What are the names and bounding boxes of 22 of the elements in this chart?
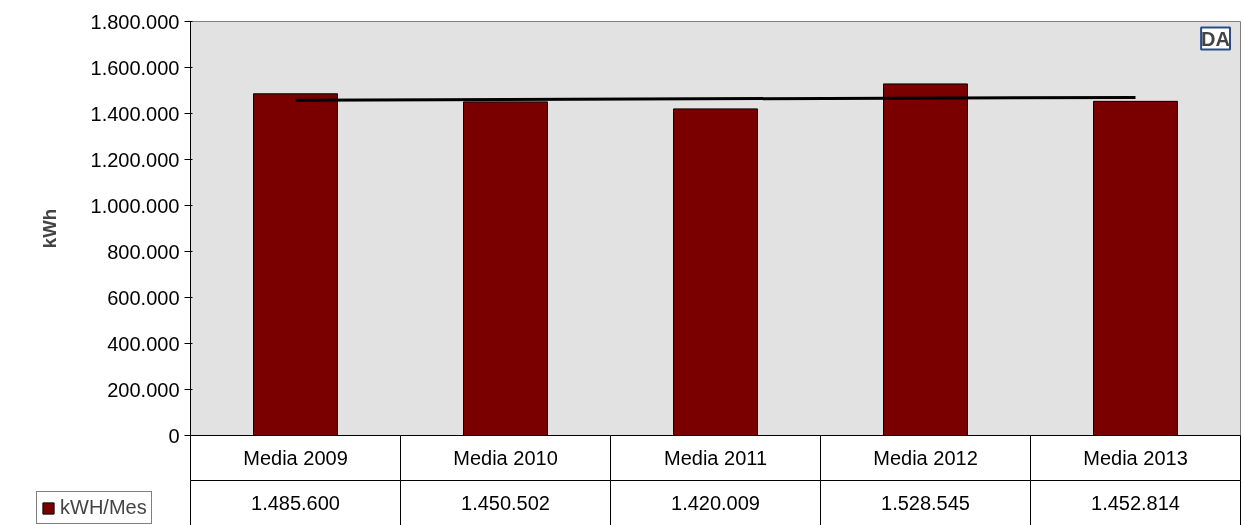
y-tick-label: 400.000 <box>107 332 180 355</box>
x-tick-label: Media 2012 <box>873 447 978 469</box>
x-tick-label: Media 2011 <box>663 447 768 469</box>
y-tick-label: 1.200.000 <box>90 148 180 171</box>
data-label: 1.452.814 <box>1091 492 1180 514</box>
y-tick-label: 800.000 <box>107 240 180 263</box>
y-tick-label: 1.600.000 <box>90 56 180 79</box>
data-label: 1.420.009 <box>671 492 760 514</box>
x-tick-label: Media 2009 <box>243 447 348 469</box>
y-tick-label: 0 <box>168 424 180 447</box>
data-label: 1.528.545 <box>881 492 970 514</box>
y-tick-label: 600.000 <box>107 286 180 309</box>
x-tick-label: Media 2013 <box>1083 447 1188 469</box>
data-label: 1.485.600 <box>251 492 340 514</box>
y-tick-label: 1.400.000 <box>90 102 180 125</box>
y-tick-label: 1.000.000 <box>90 194 180 217</box>
y-tick-label: 1.800.000 <box>90 10 180 33</box>
legend-label: kWH/Mes <box>60 496 147 519</box>
y-tick-label: 200.000 <box>107 378 180 401</box>
data-label: 1.450.502 <box>461 492 550 514</box>
y-axis-title: kWh <box>39 208 60 249</box>
x-tick-label: Media 2010 <box>453 447 558 469</box>
